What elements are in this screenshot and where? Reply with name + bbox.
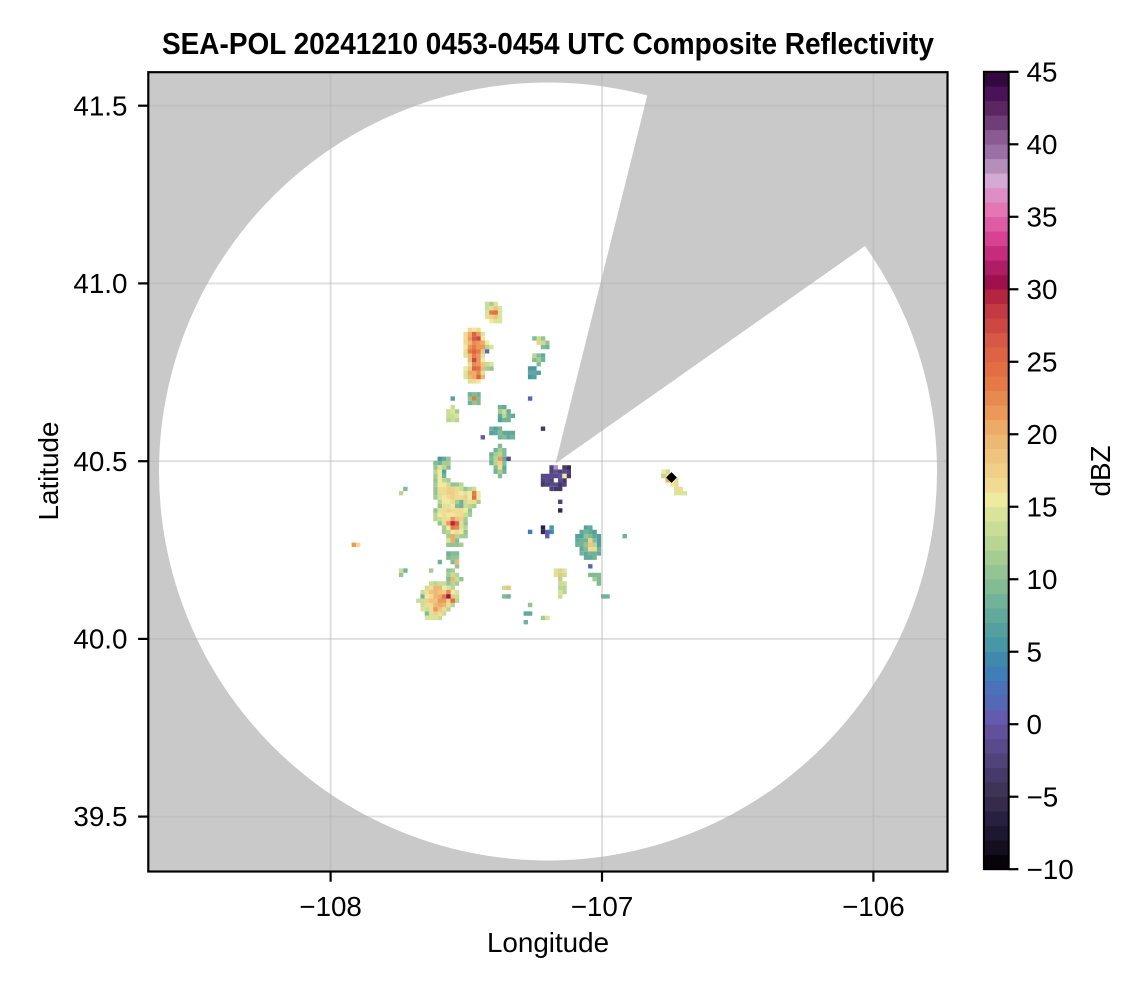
svg-text:SEA-POL 20241210 0453-0454 UTC: SEA-POL 20241210 0453-0454 UTC Composite… — [162, 26, 935, 61]
svg-text:20: 20 — [1027, 419, 1058, 450]
svg-text:−108: −108 — [299, 891, 362, 922]
svg-text:39.5: 39.5 — [73, 801, 127, 832]
svg-text:25: 25 — [1027, 346, 1058, 377]
svg-text:41.0: 41.0 — [73, 268, 127, 299]
svg-text:30: 30 — [1027, 274, 1058, 305]
svg-text:40.0: 40.0 — [73, 624, 127, 655]
svg-text:41.5: 41.5 — [73, 90, 127, 121]
svg-text:Longitude: Longitude — [487, 927, 609, 958]
svg-text:dBZ: dBZ — [1085, 445, 1116, 496]
svg-text:10: 10 — [1027, 564, 1058, 595]
svg-text:5: 5 — [1027, 636, 1042, 667]
svg-text:15: 15 — [1027, 491, 1058, 522]
svg-text:−10: −10 — [1027, 854, 1074, 885]
svg-text:−107: −107 — [571, 891, 634, 922]
svg-text:Latitude: Latitude — [33, 422, 64, 521]
svg-text:−106: −106 — [842, 891, 905, 922]
svg-text:45: 45 — [1027, 56, 1058, 87]
svg-text:−5: −5 — [1027, 781, 1059, 812]
svg-text:35: 35 — [1027, 201, 1058, 232]
svg-text:40: 40 — [1027, 129, 1058, 160]
svg-text:0: 0 — [1027, 709, 1042, 740]
svg-text:40.5: 40.5 — [73, 446, 127, 477]
